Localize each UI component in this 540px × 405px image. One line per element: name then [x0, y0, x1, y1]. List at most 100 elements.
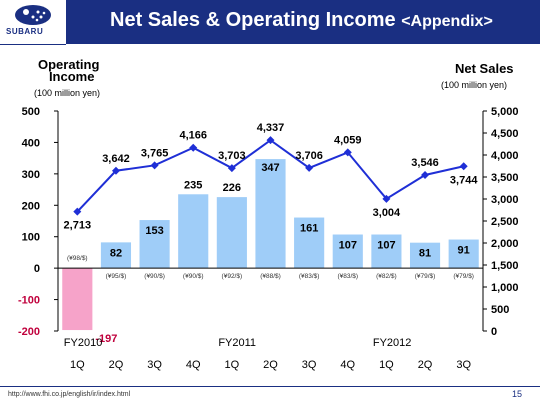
net-sales-marker: [421, 170, 430, 179]
right-axis-title: Net Sales: [455, 61, 514, 76]
bar-operating-income: [332, 234, 363, 269]
operating-income-data-label: 226: [223, 182, 241, 194]
left-tick-label: 200: [22, 200, 40, 212]
bar-operating-income: [371, 234, 402, 269]
net-sales-data-label: 3,004: [373, 207, 401, 219]
left-axis-unit: (100 million yen): [34, 88, 101, 98]
operating-income-data-label: 107: [377, 240, 395, 252]
title-main: Net Sales & Operating Income: [110, 9, 396, 31]
right-axis-unit: (100 million yen): [441, 80, 508, 90]
net-sales-marker: [227, 164, 236, 173]
right-tick-label: 3,000: [491, 194, 519, 206]
quarter-label: 1Q: [225, 359, 240, 371]
right-tick-label: 3,500: [491, 172, 519, 184]
bar-operating-income: [409, 242, 441, 269]
right-tick-label: 2,500: [491, 216, 519, 228]
right-tick-label: 1,000: [491, 282, 519, 294]
bar-operating-income: [178, 194, 209, 269]
exchange-rate-label: (¥79/$): [415, 273, 436, 280]
operating-income-data-label: 107: [339, 240, 357, 252]
left-axis-title: Operating Income: [38, 57, 100, 84]
quarter-label: 2Q: [418, 359, 433, 371]
fiscal-year-label: FY2012: [373, 337, 412, 349]
page-title: Net Sales & Operating Income <Appendix>: [110, 9, 493, 32]
operating-income-data-label: 161: [300, 223, 318, 235]
exchange-rate-label: (¥92/$): [222, 273, 243, 280]
operating-income-data-label: -197: [95, 333, 117, 345]
net-sales-marker: [382, 194, 391, 203]
quarter-label: 4Q: [340, 359, 355, 371]
net-sales-marker: [189, 143, 198, 152]
right-tick-label: 4,000: [491, 150, 519, 162]
page-number: 15: [512, 389, 523, 399]
footer-divider: [0, 386, 540, 387]
right-tick-label: 5,000: [491, 106, 519, 118]
right-tick-label: 2,000: [491, 238, 519, 250]
bar-operating-income: [448, 239, 479, 269]
right-tick-label: 500: [491, 304, 509, 316]
exchange-rate-label: (¥88/$): [260, 273, 281, 280]
net-sales-marker: [73, 207, 82, 216]
right-tick-label: 1,500: [491, 260, 519, 272]
bar-operating-income: [62, 268, 93, 331]
net-sales-data-label: 3,706: [295, 150, 323, 162]
quarter-label: 2Q: [263, 359, 278, 371]
net-sales-data-label: 3,765: [141, 147, 169, 159]
net-sales-marker: [150, 161, 159, 170]
quarter-label: 3Q: [147, 359, 162, 371]
subaru-stars-icon: [15, 5, 51, 25]
net-sales-data-label: 4,059: [334, 134, 362, 146]
quarter-label: 2Q: [109, 359, 124, 371]
net-sales-data-label: 3,744: [450, 174, 478, 186]
left-tick-label: 100: [22, 232, 40, 244]
bar-operating-income: [216, 197, 247, 269]
exchange-rate-label: (¥79/$): [453, 273, 474, 280]
operating-income-data-label: 91: [458, 245, 470, 257]
operating-income-data-label: 81: [419, 248, 431, 260]
left-axis-title-line2: Income: [48, 69, 95, 84]
left-tick-label: 0: [34, 263, 40, 275]
exchange-rate-label: (¥90/$): [144, 273, 165, 280]
left-tick-label: -100: [18, 295, 40, 307]
operating-income-data-label: 82: [110, 247, 122, 259]
net-sales-marker: [305, 163, 314, 172]
right-tick-label: 4,500: [491, 128, 519, 140]
quarter-label: 4Q: [186, 359, 201, 371]
net-sales-marker: [266, 136, 275, 145]
fiscal-year-label: FY2010: [64, 337, 103, 349]
bar-operating-income: [255, 159, 286, 269]
net-sales-data-label: 4,166: [179, 130, 207, 142]
bar-operating-income: [294, 217, 325, 269]
net-sales-data-label: 2,713: [64, 220, 92, 232]
net-sales-data-label: 3,703: [218, 150, 246, 162]
operating-income-data-label: 153: [145, 225, 163, 237]
net-sales-marker: [111, 166, 120, 175]
left-tick-label: -200: [18, 326, 40, 338]
title-sub: <Appendix>: [401, 13, 493, 30]
net-sales-data-label: 4,337: [257, 122, 285, 134]
exchange-rate-label: (¥83/$): [299, 273, 320, 280]
quarter-label: 3Q: [456, 359, 471, 371]
operating-income-data-label: 235: [184, 179, 202, 191]
footer-url[interactable]: http://www.fhi.co.jp/english/ir/index.ht…: [8, 391, 131, 398]
net-sales-marker: [343, 148, 352, 157]
left-tick-label: 300: [22, 169, 40, 181]
net-sales-marker: [459, 162, 468, 171]
bar-operating-income: [100, 242, 132, 269]
exchange-rate-label: (¥90/$): [183, 273, 204, 280]
left-tick-label: 500: [22, 106, 40, 118]
exchange-rate-label: (¥83/$): [337, 273, 358, 280]
fiscal-year-label: FY2011: [218, 337, 256, 349]
logo-text: SUBARU: [6, 27, 44, 36]
operating-income-data-label: 347: [261, 162, 279, 174]
subaru-logo: SUBARU: [0, 0, 66, 45]
header-bar: [0, 0, 540, 44]
left-axis-title-line1: Operating: [38, 57, 100, 72]
quarter-label: 1Q: [379, 359, 394, 371]
quarter-label: 1Q: [70, 359, 85, 371]
exchange-rate-label: (¥82/$): [376, 273, 397, 280]
net-sales-data-label: 3,642: [102, 153, 130, 165]
right-tick-label: 0: [491, 326, 497, 338]
exchange-rate-label: (¥95/$): [106, 273, 127, 280]
